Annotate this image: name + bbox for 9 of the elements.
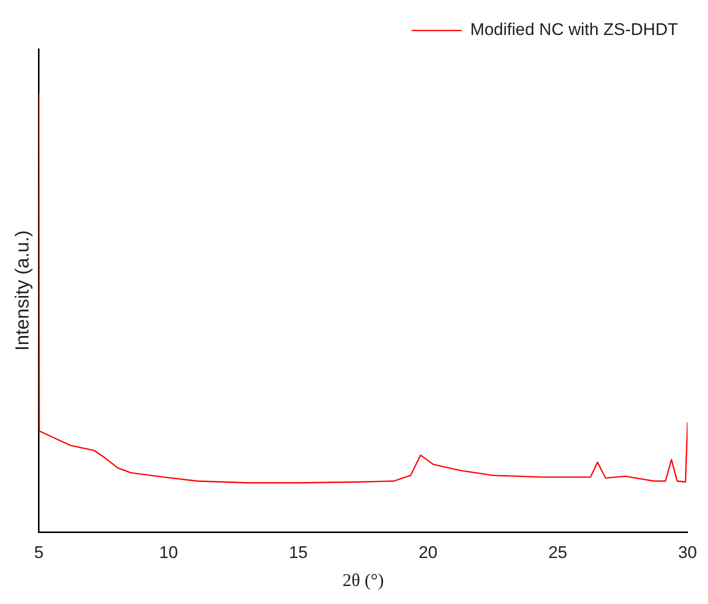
x-tick-label: 10 <box>159 542 178 562</box>
x-axis-title: 2θ (°) <box>342 570 384 590</box>
x-tick-label: 15 <box>288 542 308 562</box>
x-tick-label: 30 <box>678 542 698 562</box>
x-tick-label: 5 <box>34 542 44 562</box>
y-axis-title: Intensity (a.u.) <box>12 230 34 351</box>
x-tick-label: 20 <box>418 542 438 562</box>
x-tick-label: 25 <box>548 542 568 562</box>
legend-label: Modified NC with ZS-DHDT <box>470 20 678 40</box>
